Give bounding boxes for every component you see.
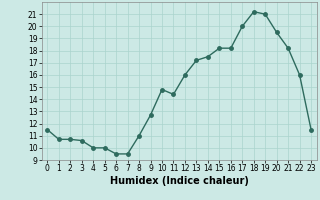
X-axis label: Humidex (Indice chaleur): Humidex (Indice chaleur) <box>110 176 249 186</box>
